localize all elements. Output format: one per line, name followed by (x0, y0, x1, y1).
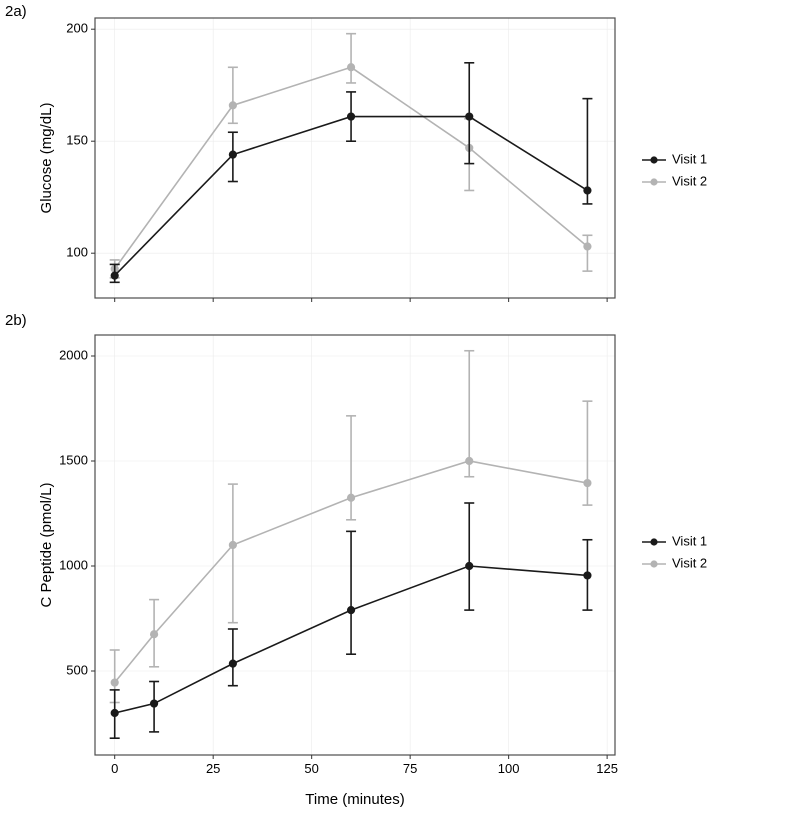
svg-text:C Peptide (pmol/L): C Peptide (pmol/L) (38, 482, 55, 607)
cpeptide-chart: 500 1000 1500 2000 0 25 50 75 100 125 C Peptide (p… (37, 327, 625, 789)
svg-text:500: 500 (66, 662, 88, 677)
svg-text:200: 200 (66, 21, 88, 36)
svg-text:Glucose (mg/dL): Glucose (mg/dL) (38, 103, 55, 214)
svg-text:Visit 1: Visit 1 (672, 533, 707, 548)
svg-text:100: 100 (66, 245, 88, 260)
svg-text:50: 50 (304, 761, 318, 776)
svg-text:Visit 1: Visit 1 (672, 151, 707, 166)
svg-text:25: 25 (206, 761, 220, 776)
panel-label-a: 2a) (5, 3, 27, 20)
svg-text:150: 150 (66, 133, 88, 148)
svg-text:75: 75 (403, 761, 417, 776)
svg-text:1500: 1500 (59, 452, 88, 467)
svg-text:100: 100 (498, 761, 520, 776)
svg-text:0: 0 (111, 761, 118, 776)
svg-text:Visit 2: Visit 2 (672, 173, 707, 188)
figure-root: 2a) 2b) 100150200Glucose (mg/dL) 5001000… (0, 0, 787, 827)
panel-label-b: 2b) (5, 312, 27, 329)
legend-a: Visit 1 Visit 2 (640, 150, 760, 198)
glucose-chart: 100 150 200 Glucose (mg/dL) (37, 10, 625, 312)
svg-text:1000: 1000 (59, 557, 88, 572)
svg-text:2000: 2000 (59, 347, 88, 362)
svg-text:Visit 2: Visit 2 (672, 555, 707, 570)
legend-b: Visit 1 Visit 2 (640, 532, 760, 580)
x-axis-title: Time (minutes) (95, 791, 615, 808)
svg-text:125: 125 (596, 761, 618, 776)
